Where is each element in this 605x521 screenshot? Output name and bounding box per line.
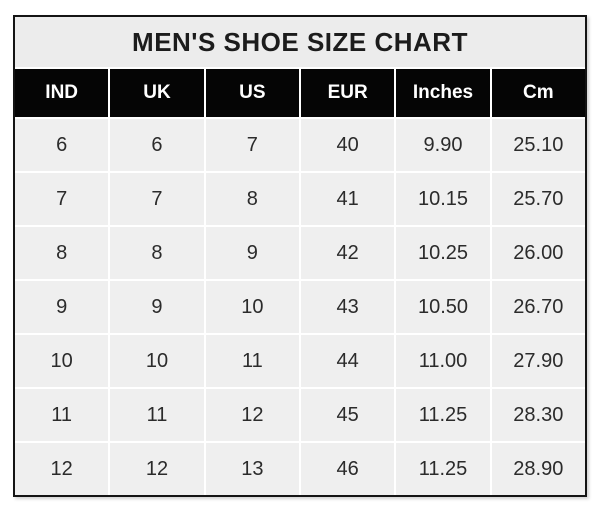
table-cell: 41 bbox=[301, 173, 395, 225]
table-cell: 28.30 bbox=[491, 389, 585, 441]
table-cell: 8 bbox=[110, 227, 204, 279]
table-cell: 6 bbox=[110, 119, 204, 171]
table-cell: 10.15 bbox=[396, 173, 490, 225]
column-header-inches: Inches bbox=[396, 69, 490, 117]
table-cell: 25.10 bbox=[491, 119, 585, 171]
column-header-eur: EUR bbox=[301, 69, 395, 117]
table-cell: 43 bbox=[301, 281, 395, 333]
column-header-cm: Cm bbox=[491, 69, 585, 117]
table-cell: 9 bbox=[15, 281, 109, 333]
table-cell: 9 bbox=[110, 281, 204, 333]
column-header-us: US bbox=[205, 69, 299, 117]
table-cell: 45 bbox=[301, 389, 395, 441]
table-cell: 10 bbox=[15, 335, 109, 387]
table-cell: 7 bbox=[110, 173, 204, 225]
table-cell: 46 bbox=[301, 443, 395, 495]
table-cell: 8 bbox=[205, 173, 299, 225]
table-cell: 7 bbox=[15, 173, 109, 225]
table-cell: 6 bbox=[15, 119, 109, 171]
table-cell: 26.70 bbox=[491, 281, 585, 333]
table-cell: 26.00 bbox=[491, 227, 585, 279]
chart-title: MEN'S SHOE SIZE CHART bbox=[15, 17, 585, 67]
table-cell: 12 bbox=[15, 443, 109, 495]
table-cell: 9 bbox=[205, 227, 299, 279]
table-cell: 28.90 bbox=[491, 443, 585, 495]
table-cell: 9.90 bbox=[396, 119, 490, 171]
table-cell: 8 bbox=[15, 227, 109, 279]
table-cell: 11.25 bbox=[396, 443, 490, 495]
table-cell: 13 bbox=[205, 443, 299, 495]
table-cell: 11 bbox=[110, 389, 204, 441]
table-cell: 11.25 bbox=[396, 389, 490, 441]
table-cell: 7 bbox=[205, 119, 299, 171]
table-cell: 42 bbox=[301, 227, 395, 279]
table-cell: 10.50 bbox=[396, 281, 490, 333]
table-cell: 12 bbox=[110, 443, 204, 495]
table-cell: 10 bbox=[205, 281, 299, 333]
shoe-size-chart: MEN'S SHOE SIZE CHART IND UK US EUR Inch… bbox=[13, 15, 587, 497]
table-cell: 25.70 bbox=[491, 173, 585, 225]
column-header-uk: UK bbox=[110, 69, 204, 117]
table-cell: 11.00 bbox=[396, 335, 490, 387]
column-header-ind: IND bbox=[15, 69, 109, 117]
table-cell: 10 bbox=[110, 335, 204, 387]
table-cell: 27.90 bbox=[491, 335, 585, 387]
table-cell: 11 bbox=[15, 389, 109, 441]
table-cell: 44 bbox=[301, 335, 395, 387]
table-cell: 40 bbox=[301, 119, 395, 171]
table-cell: 12 bbox=[205, 389, 299, 441]
table-cell: 11 bbox=[205, 335, 299, 387]
table-cell: 10.25 bbox=[396, 227, 490, 279]
